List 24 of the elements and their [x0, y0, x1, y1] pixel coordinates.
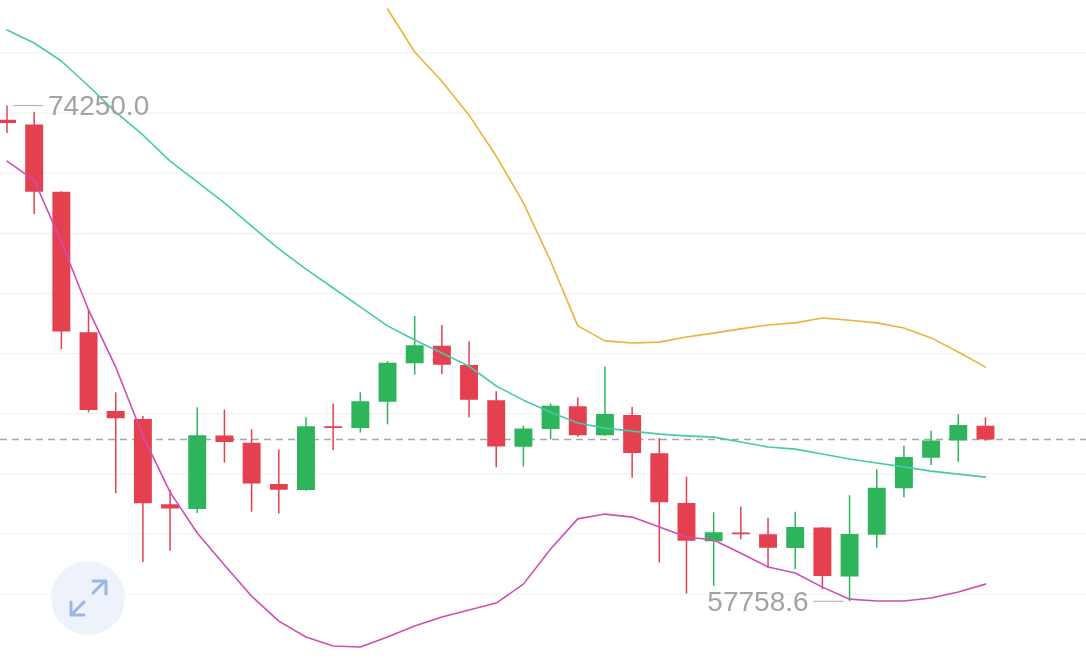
candlestick	[623, 407, 642, 478]
candlestick	[188, 407, 207, 513]
candlestick	[297, 417, 315, 491]
candlestick	[133, 416, 152, 562]
candlestick	[867, 469, 886, 548]
candlestick	[731, 506, 750, 540]
candlestick	[514, 425, 533, 467]
candlestick	[759, 517, 777, 568]
candlestick	[922, 430, 941, 466]
candlestick	[595, 366, 614, 436]
candlestick	[650, 438, 669, 563]
candlestick	[52, 191, 71, 350]
candlestick	[351, 392, 370, 433]
candlestick	[487, 391, 506, 468]
candlestick	[813, 527, 832, 589]
candlestick	[161, 489, 180, 551]
candlestick	[269, 449, 288, 514]
annotation: 57758.6	[707, 586, 809, 618]
candlestick	[242, 429, 261, 512]
candlestick	[25, 111, 44, 215]
candlestick	[786, 511, 805, 570]
candlestick	[460, 341, 479, 418]
candlestick	[324, 403, 343, 451]
candlestick	[840, 495, 859, 602]
